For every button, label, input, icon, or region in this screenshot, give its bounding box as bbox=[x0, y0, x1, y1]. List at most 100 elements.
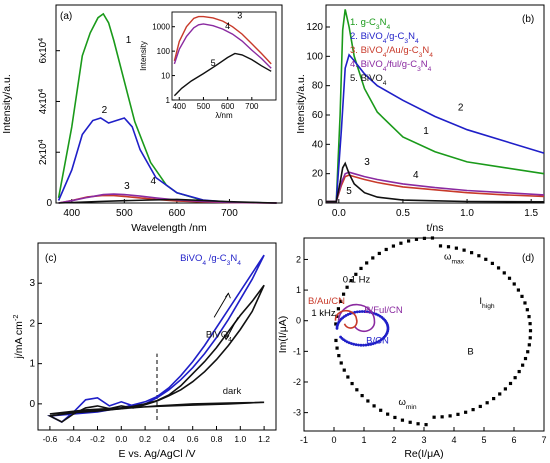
data-point bbox=[523, 356, 528, 361]
x-tick-label: 0.5 bbox=[396, 208, 410, 219]
data-point bbox=[363, 310, 367, 313]
series-2-line bbox=[57, 117, 277, 204]
series-1-line bbox=[326, 9, 545, 203]
x-tick-label: 700 bbox=[221, 208, 238, 219]
data-point bbox=[354, 343, 358, 347]
x-tick-label: 7 bbox=[541, 435, 546, 445]
y-tick-label: 40 bbox=[312, 139, 324, 150]
data-point bbox=[478, 404, 482, 409]
data-point bbox=[399, 241, 403, 245]
inset-series-3-line bbox=[173, 15, 272, 65]
series-5-line bbox=[326, 161, 545, 203]
data-point bbox=[355, 388, 359, 392]
data-point bbox=[523, 301, 527, 305]
y-tick-label: 100 bbox=[306, 51, 323, 62]
data-point bbox=[527, 343, 531, 347]
x-tick-label: -0.6 bbox=[43, 434, 58, 444]
legend-entry-4: 4. BiVO4/ful/g-C3N4 bbox=[350, 59, 432, 73]
data-point bbox=[355, 310, 359, 314]
data-point bbox=[484, 257, 488, 261]
scan-arrowhead-down bbox=[223, 334, 230, 341]
x-tick-label: 1.0 bbox=[460, 208, 474, 219]
curve-label: 1 bbox=[126, 35, 132, 46]
data-point bbox=[345, 285, 349, 289]
data-point bbox=[526, 350, 530, 354]
data-point bbox=[446, 245, 451, 249]
curve-label: 4 bbox=[150, 176, 156, 187]
y-tick-label: 1 bbox=[296, 285, 301, 295]
series-B-Au-CN-line bbox=[334, 309, 358, 329]
inset-x-tick-label: 600 bbox=[221, 102, 235, 111]
legend-entry-5: 5. BiVO4 bbox=[350, 73, 387, 87]
data-point bbox=[527, 315, 531, 319]
x-tick-label: 500 bbox=[116, 208, 133, 219]
x-tick-label: 0.4 bbox=[163, 434, 175, 444]
scan-arrow-down bbox=[225, 317, 239, 340]
data-point bbox=[471, 408, 475, 412]
data-point bbox=[438, 244, 443, 248]
data-point bbox=[470, 251, 474, 255]
data-point bbox=[414, 237, 419, 241]
x-tick-label: 6 bbox=[511, 435, 516, 445]
data-point bbox=[464, 410, 468, 414]
y-tick-label: 1 bbox=[29, 359, 35, 370]
data-point bbox=[366, 343, 370, 347]
panel-d: -1 0 1 2 3 4 5 6 7 -3 -2 -1 0 1 2 ωmax ωmin Ihigh B 0.1 Hz 1… bbox=[277, 236, 547, 460]
x-tick-label: 1.5 bbox=[524, 208, 538, 219]
y-tick-label: 0 bbox=[29, 399, 35, 410]
inset-series-5-line bbox=[173, 52, 272, 97]
x-axis-title: E vs. Ag/AgCl /V bbox=[118, 448, 195, 460]
plot-frame bbox=[325, 4, 545, 204]
curve-label: dark bbox=[223, 386, 242, 397]
x-tick-label: 3 bbox=[421, 435, 426, 445]
data-point bbox=[360, 393, 364, 398]
annotation-label: 0.1 Hz bbox=[343, 274, 371, 285]
y-axis-title: j/mA cm-2 bbox=[11, 315, 26, 360]
data-point bbox=[350, 342, 353, 345]
panel-label: (c) bbox=[45, 253, 57, 264]
data-point bbox=[454, 246, 458, 250]
data-point bbox=[440, 415, 444, 419]
data-point bbox=[391, 244, 396, 248]
curve-label: 2 bbox=[458, 103, 464, 114]
data-point bbox=[528, 329, 533, 333]
data-point bbox=[359, 343, 363, 347]
inset-curve-label: 4 bbox=[225, 21, 230, 31]
inset-y-title: Intensity bbox=[139, 41, 148, 71]
data-point bbox=[360, 310, 364, 313]
data-point bbox=[503, 387, 507, 391]
annotation-label: Ihigh bbox=[479, 296, 495, 310]
data-point bbox=[521, 363, 525, 367]
data-point bbox=[448, 414, 452, 418]
y-tick-label: -3 bbox=[293, 408, 301, 418]
y-axis-title: Im(I/μA) bbox=[277, 316, 289, 354]
x-tick-label: 600 bbox=[169, 208, 186, 219]
x-tick-label: -0.2 bbox=[90, 434, 105, 444]
data-point bbox=[362, 343, 365, 347]
data-point bbox=[335, 346, 339, 350]
inset-curve-label: 5 bbox=[211, 58, 216, 68]
series-B-points bbox=[334, 236, 533, 427]
curve-label: 4 bbox=[413, 170, 419, 181]
y-tick-label: 0 bbox=[296, 316, 301, 326]
annotation-label: 1 kHz bbox=[311, 308, 336, 319]
data-point bbox=[525, 308, 529, 312]
data-point bbox=[346, 313, 350, 316]
series-B-CN-points bbox=[335, 310, 390, 347]
curve-label: BiVO4 /g-C3N4 bbox=[180, 253, 241, 267]
legend-entry-3: 3. BiVO4/Au/g-C3N4 bbox=[350, 45, 433, 59]
y-tick-label: 60 bbox=[312, 110, 324, 121]
y-tick-label: 0 bbox=[46, 198, 52, 209]
x-tick-label: 0 bbox=[331, 435, 336, 445]
series-4-line bbox=[58, 193, 277, 204]
panel-c: -0.6 -0.4 -0.2 0.0 0.2 0.4 0.6 0.8 1.0 1.2 0 1 2 3 BiV… bbox=[11, 242, 277, 460]
plot-frame bbox=[37, 242, 277, 431]
data-point bbox=[422, 236, 427, 240]
y-axis-title: Intensity/a.u. bbox=[1, 74, 13, 134]
scan-arrowhead-up bbox=[225, 292, 231, 299]
data-point bbox=[432, 415, 436, 419]
x-axis-title: Wavelength /nm bbox=[131, 222, 207, 234]
x-tick-label: 1.0 bbox=[234, 434, 246, 444]
